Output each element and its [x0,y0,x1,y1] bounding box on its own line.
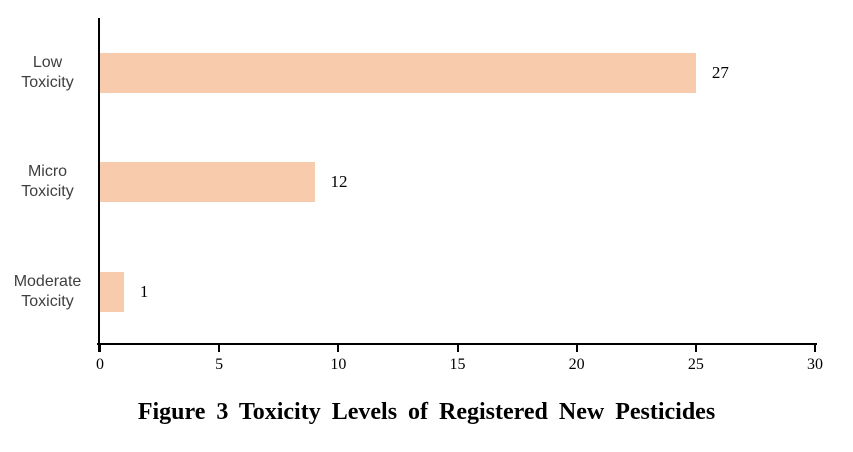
category-label-line2: Toxicity [21,293,74,310]
bar-row: Micro Toxicity 12 [0,162,853,202]
category-label: Moderate Toxicity [0,272,95,312]
y-axis-line [98,18,100,352]
category-label-line1: Low [32,54,63,71]
category-label-line1: Moderate [13,273,82,290]
x-tick-mark [575,343,578,352]
value-label: 1 [139,282,149,301]
x-tick-label: 5 [215,356,224,373]
x-tick-label: 25 [687,356,704,373]
x-tick-label: 30 [807,356,823,373]
category-label-line2: Toxicity [21,183,74,200]
category-label-line2: Toxicity [21,74,74,91]
bar [100,162,315,202]
x-tick-label: 0 [96,356,104,373]
category-label: Low Toxicity [0,53,95,93]
x-tick-label: 20 [568,356,585,373]
x-tick-mark [456,343,459,352]
bar [100,272,124,312]
x-tick-mark [694,343,697,352]
bar-row: Low Toxicity 27 [0,53,853,93]
x-tick-mark [814,343,816,352]
x-tick-label: 15 [449,356,466,373]
value-label: 27 [711,63,729,82]
x-tick-mark [218,343,221,352]
x-tick-label: 10 [330,356,347,373]
category-label: Micro Toxicity [0,162,95,202]
category-label-line1: Micro [27,163,68,180]
x-tick-mark [99,343,101,352]
bar [100,53,696,93]
figure-caption: Figure 3 Toxicity Levels of Registered N… [137,399,716,425]
x-tick-mark [337,343,340,352]
bar-row: Moderate Toxicity 1 [0,272,853,312]
value-label: 12 [330,172,348,191]
